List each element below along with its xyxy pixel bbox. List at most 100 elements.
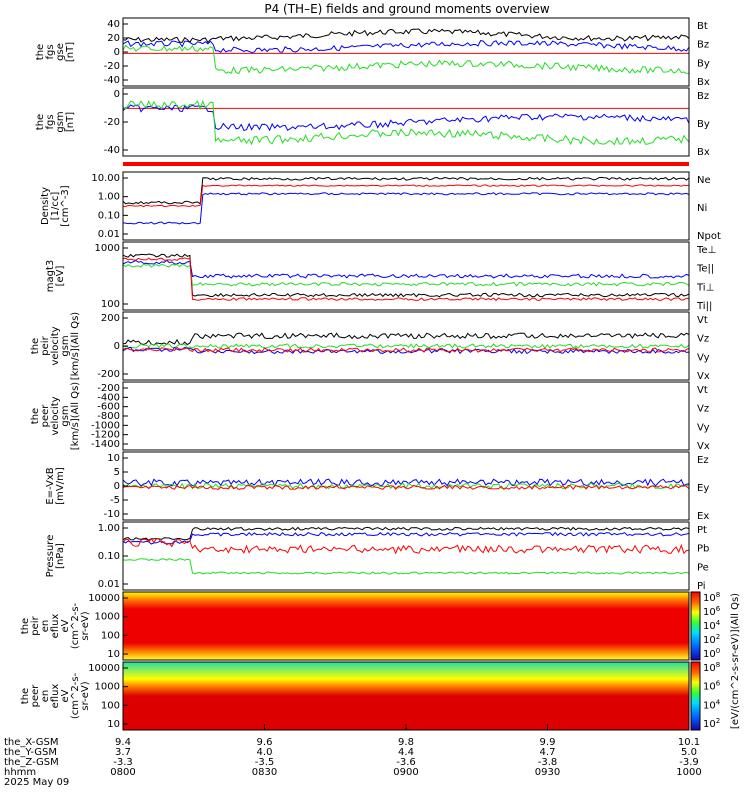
- plot-title: P4 (TH–E) fields and ground moments over…: [264, 2, 549, 16]
- legend-Pe: Pe: [697, 562, 709, 573]
- ylabel-line: gse: [55, 43, 66, 61]
- ytick-label: 0.10: [98, 210, 120, 221]
- ylabel-line: (cm^2-s-: [70, 602, 81, 649]
- ytick-label: -40: [104, 75, 120, 86]
- ylabel-line: fgs: [45, 114, 56, 129]
- ylabel-line: (cm^2-s-: [70, 672, 81, 719]
- legend-Vy: Vy: [697, 422, 710, 433]
- ylabel-line: gsm: [60, 335, 71, 356]
- panel-temperature: 1000 100 magt3 [eV] Te⊥ Te|| Ti⊥ Ti||: [45, 241, 716, 312]
- colorbar-tick: 104: [703, 619, 721, 632]
- ytick-label: 0.01: [98, 579, 120, 590]
- ylabel-line: Density: [40, 187, 51, 225]
- legend-Vx: Vx: [697, 441, 710, 452]
- ylabel-line: en: [40, 620, 51, 633]
- colorbar-label: [eV/(cm^2-s-sr-eV)](All Qs): [730, 593, 741, 729]
- time-tick-t: 1000: [676, 767, 701, 778]
- ytick-label: -800: [97, 411, 120, 422]
- time-tick-x: 3.7: [115, 747, 131, 758]
- series-fgs_gsm-2: [122, 99, 690, 146]
- ytick-label: 10.00: [91, 173, 120, 184]
- ytick-label: 0: [114, 481, 120, 492]
- legend-Bx: Bx: [697, 77, 710, 88]
- ytick-label: 10: [107, 719, 120, 730]
- legend-Pt: Pt: [697, 525, 707, 536]
- legend-Te⊥: Te⊥: [696, 245, 716, 256]
- ylabel-line: eV: [60, 689, 71, 702]
- panel-frame: [122, 17, 690, 87]
- panel-efield: 10 5 0 -5 -10 E=-VxB [mV/m] Ez Ey Ex: [45, 451, 709, 522]
- colorbar-tick: 102: [703, 717, 720, 730]
- legend-Npot: Npot: [697, 231, 721, 242]
- series-fgs_gse-3: [122, 44, 690, 75]
- colorbar-gradient: [690, 661, 701, 731]
- ylabel-line: peir: [40, 335, 51, 355]
- panel-frame: [122, 171, 690, 241]
- ylabel-line: [cm^-3]: [60, 185, 71, 226]
- ylabel-line: the: [35, 114, 46, 130]
- legend-Bz: Bz: [697, 40, 709, 51]
- time-tick-x: 4.4: [398, 747, 414, 758]
- ytick-label: 1.00: [98, 192, 120, 203]
- series-density-1: [122, 184, 690, 208]
- ytick-label: -200: [97, 383, 120, 394]
- colorbar-tick: 106: [703, 680, 721, 693]
- ytick-label: 10000: [88, 593, 120, 604]
- colorbar-tick: 100: [703, 647, 720, 660]
- panel-frame: [122, 591, 690, 661]
- series-fgs_gsm-1: [122, 104, 690, 132]
- ytick-label: 40: [107, 19, 120, 30]
- time-tick-r1: 9.4: [115, 737, 131, 748]
- legend-Vz: Vz: [697, 334, 709, 345]
- ytick-label: 100: [101, 700, 120, 711]
- series-peir_velocity-2: [122, 346, 690, 355]
- legend-Bt: Bt: [697, 21, 708, 32]
- ylabel-line: peir: [30, 615, 41, 635]
- ylabel-line: eV: [60, 619, 71, 632]
- ytick-label: 100: [101, 299, 120, 310]
- time-tick-r1: 9.9: [540, 737, 556, 748]
- ylabel-line: [eV]: [55, 266, 66, 287]
- time-tick-y: -3.5: [255, 757, 275, 768]
- ylabel-line: peer: [40, 404, 51, 428]
- series-density-0: [122, 176, 690, 205]
- ytick-label: -1000: [91, 420, 120, 431]
- legend-Pb: Pb: [697, 544, 709, 555]
- ylabel-line: [nPa]: [55, 543, 66, 569]
- time-row-label: hhmm: [4, 767, 36, 778]
- colorbar-tick: 106: [703, 605, 721, 618]
- ytick-label: 100: [101, 630, 120, 641]
- ytick-label: 10000: [88, 663, 120, 674]
- ylabel-line: velocity: [50, 326, 61, 365]
- time-row-label: 2025 May 09: [4, 777, 69, 788]
- ylabel-line: the: [30, 338, 41, 354]
- time-tick-r1: 9.8: [398, 737, 414, 748]
- series-pressure-0: [122, 526, 690, 541]
- ylabel-line: gsm: [55, 111, 66, 132]
- ytick-label: 1000: [95, 243, 120, 254]
- panel-peer_eflux: 10000 1000 100 10 the peer en eflux eV (cm^2-s-sr…: [20, 661, 690, 731]
- ylabel-line: E=-VxB: [45, 467, 56, 504]
- ytick-label: -5: [110, 495, 120, 506]
- series-pressure-1: [122, 531, 690, 545]
- panel-frame: [122, 521, 690, 591]
- time-tick-r1: 10.1: [678, 737, 700, 748]
- series-peir_velocity-1: [122, 343, 690, 349]
- ytick-label: 10: [107, 453, 120, 464]
- panel-frame: [122, 451, 690, 521]
- colorbar-peer: 108 106 104 102: [690, 661, 721, 731]
- ytick-label: 1.00: [98, 523, 120, 534]
- ytick-label: 0: [114, 47, 120, 58]
- legend-Pi: Pi: [697, 581, 706, 592]
- time-tick-t: 0800: [110, 767, 135, 778]
- legend-Vt: Vt: [697, 385, 708, 396]
- ytick-label: 10: [107, 649, 120, 660]
- legend-Ez: Ez: [697, 455, 709, 466]
- legend-Te||: Te||: [696, 264, 714, 275]
- series-temperature-3: [122, 257, 690, 302]
- ylabel-line: [km/s](All Qs): [70, 312, 81, 380]
- legend-By: By: [697, 119, 710, 130]
- ytick-label: -1200: [91, 430, 120, 441]
